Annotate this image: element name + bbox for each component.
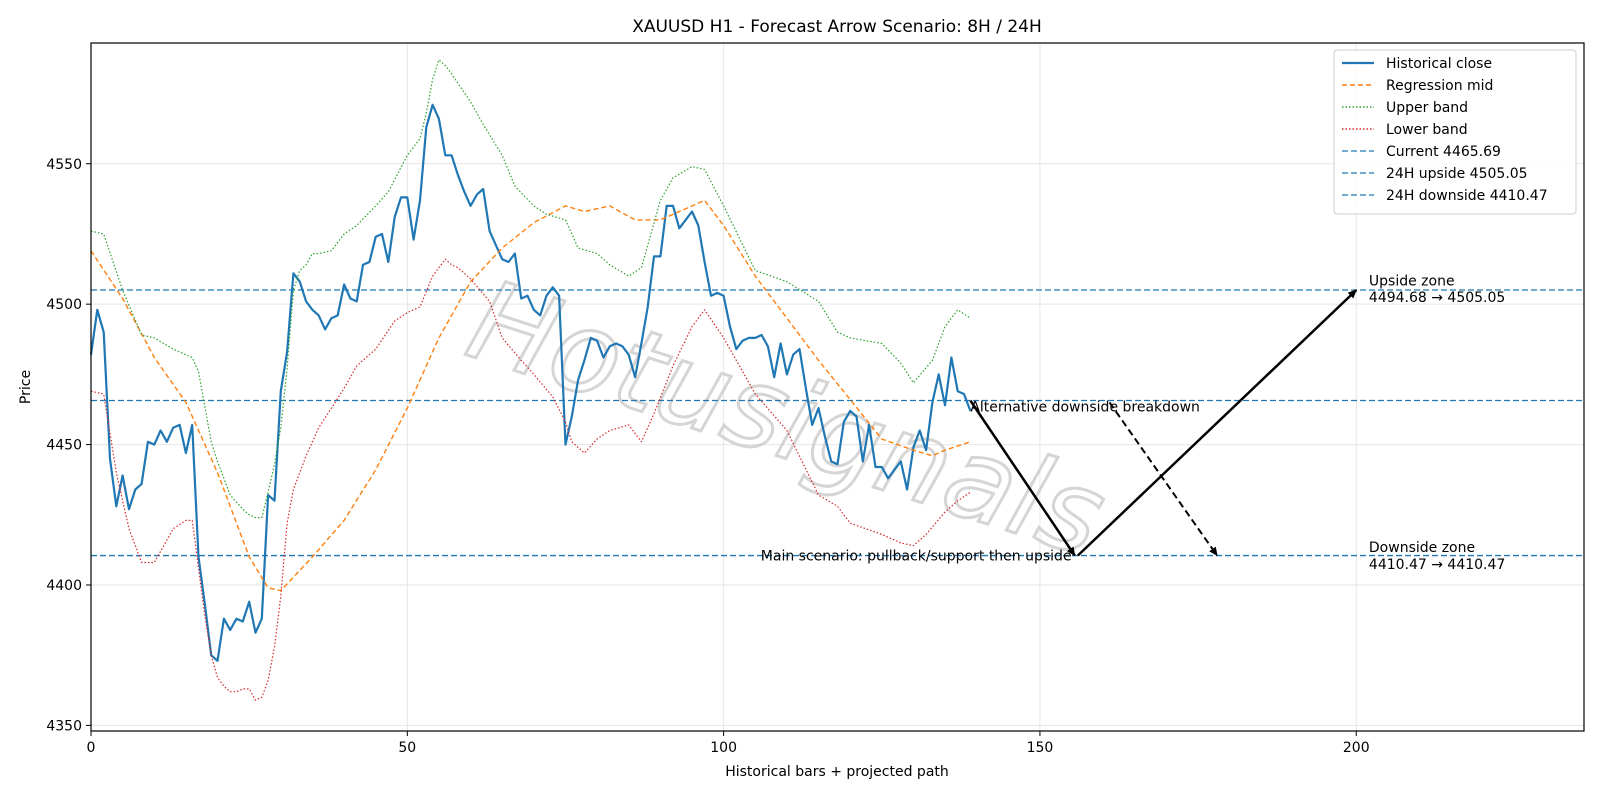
alternative-arrow: [1108, 401, 1218, 557]
x-tick-label: 50: [398, 740, 416, 756]
annotation-text: 4410.47 → 4410.47: [1369, 557, 1505, 573]
legend-label: 24H upside 4505.05: [1386, 166, 1528, 182]
y-tick-label: 4400: [46, 578, 82, 594]
legend-box: [1333, 49, 1577, 215]
forecast-arrow: [1077, 289, 1358, 557]
series: [89, 59, 972, 701]
y-tick-label: 4450: [46, 438, 82, 454]
historical-close-line: [89, 103, 972, 662]
x-tick-label: 150: [1027, 740, 1054, 756]
y-axis-label: Price: [18, 370, 34, 404]
legend-label: 24H downside 4410.47: [1386, 188, 1548, 204]
legend-label: Historical close: [1386, 56, 1492, 72]
annotations: Alternative downside breakdown Main scena…: [761, 273, 1506, 573]
legend-label: Lower band: [1386, 122, 1468, 138]
legend-label: Current 4465.69: [1386, 144, 1501, 160]
x-tick-label: 100: [710, 740, 737, 756]
annotation-text: Upside zone: [1369, 273, 1455, 289]
x-axis-label: Historical bars + projected path: [725, 764, 949, 780]
legend-label: Upper band: [1386, 100, 1468, 116]
x-tick-label: 200: [1343, 740, 1370, 756]
axis-ticks: 0 50 100 150 200 4350 4400 4450 4500 4550: [46, 157, 1369, 756]
legend: Historical close Regression mid Upper band…: [1333, 49, 1577, 215]
horizontal-lines: [91, 289, 1584, 557]
annotation-text: 4494.68 → 4505.05: [1369, 290, 1505, 306]
annotation-text: Main scenario: pullback/support then ups…: [761, 548, 1072, 564]
lower-band-line: [90, 258, 971, 701]
forecast-arrows: [969, 289, 1358, 557]
y-tick-label: 4500: [46, 297, 82, 313]
y-tick-label: 4550: [46, 157, 82, 173]
forecast-arrow: [969, 399, 1076, 557]
x-tick-label: 0: [87, 740, 96, 756]
legend-label: Regression mid: [1386, 78, 1493, 94]
chart-title: XAUUSD H1 - Forecast Arrow Scenario: 8H …: [632, 17, 1042, 37]
upper-band-line: [90, 59, 971, 519]
annotation-text: Alternative downside breakdown: [970, 400, 1200, 416]
regression-mid-line: [90, 199, 971, 592]
plot-frame: [90, 42, 1585, 732]
y-tick-label: 4350: [46, 718, 82, 734]
annotation-text: Downside zone: [1369, 540, 1475, 556]
